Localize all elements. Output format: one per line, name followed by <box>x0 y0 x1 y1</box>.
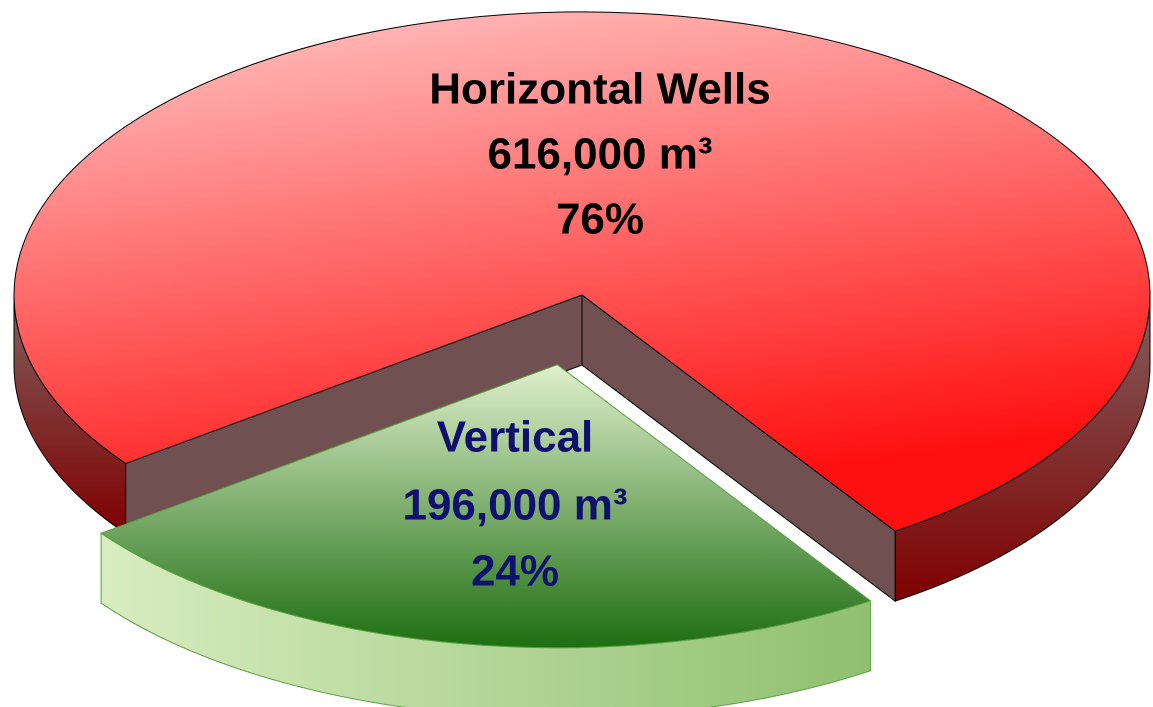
value-label: 196,000 m³ <box>402 481 627 530</box>
slice <box>100 364 872 649</box>
percent-label: 76% <box>556 195 644 244</box>
slice <box>13 11 1151 532</box>
slice-label: Horizontal Wells <box>429 65 770 114</box>
value-label: 616,000 m³ <box>487 130 712 179</box>
slice-label: Vertical <box>437 413 594 462</box>
percent-label: 24% <box>471 547 559 596</box>
